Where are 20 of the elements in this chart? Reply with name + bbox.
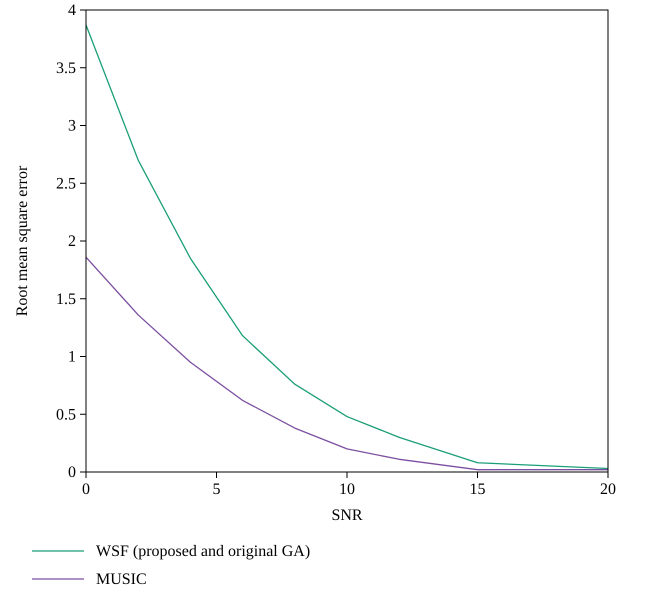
y-tick-label: 3.5	[56, 60, 76, 77]
y-tick-label: 2.5	[56, 175, 76, 192]
x-tick-label: 20	[600, 481, 616, 498]
line-series	[85, 24, 609, 470]
x-tick-label: 15	[470, 481, 486, 498]
y-tick-label: 0	[68, 464, 76, 481]
x-tick-label: 10	[339, 481, 355, 498]
y-tick-label: 4	[68, 2, 76, 19]
y-tick-label: 2	[68, 233, 76, 250]
legend-label: WSF (proposed and original GA)	[96, 543, 310, 560]
x-axis-title: SNR	[331, 507, 363, 524]
y-tick-label: 1	[68, 348, 76, 366]
y-tick-label: 3	[68, 118, 76, 134]
x-tick-label: 0	[82, 481, 90, 498]
line-series	[85, 256, 609, 470]
y-axis-title: Root mean square error	[14, 165, 31, 316]
legend-label: MUSIC	[96, 571, 147, 588]
y-tick-label: 1.5	[56, 290, 76, 308]
x-tick-label: 5	[212, 481, 220, 498]
y-tick-label: 0.5	[56, 406, 76, 424]
